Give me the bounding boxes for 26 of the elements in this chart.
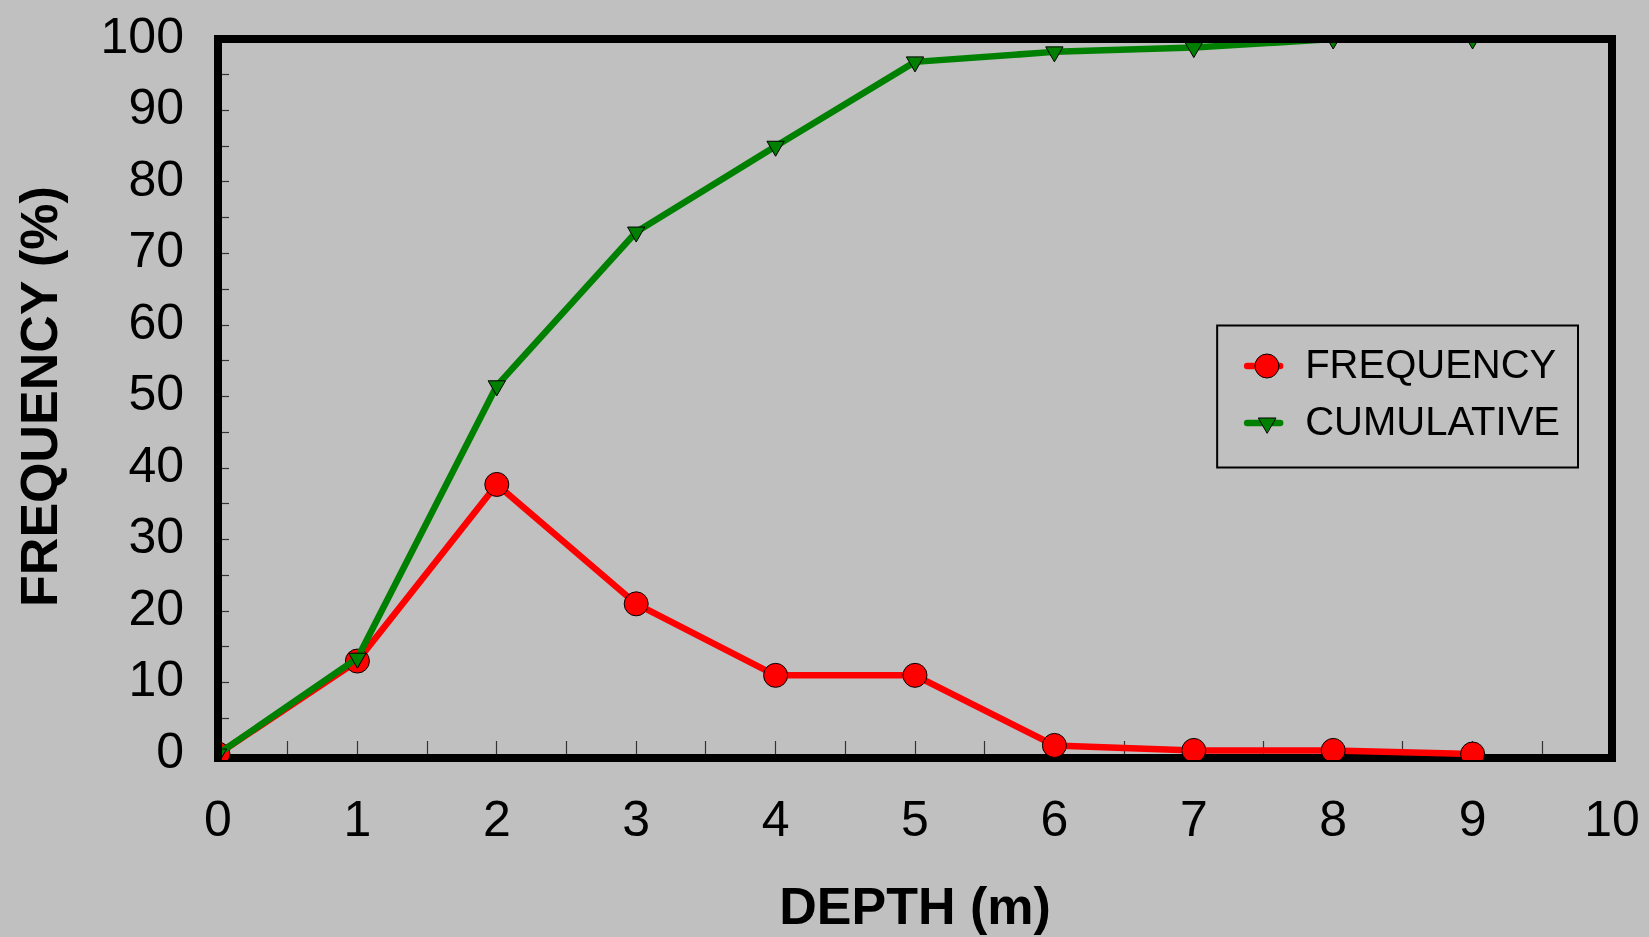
x-tick-label: 10 [1584, 790, 1640, 847]
y-tick-label: 40 [128, 436, 184, 493]
x-tick-label: 0 [204, 790, 232, 847]
x-tick-label: 4 [761, 790, 790, 847]
x-tick-label: 9 [1458, 790, 1487, 847]
y-tick-label: 0 [156, 722, 184, 779]
y-tick-label: 20 [128, 579, 184, 636]
y-tick-label: 80 [128, 150, 184, 207]
x-tick-label: 8 [1319, 790, 1348, 847]
y-tick-label: 30 [128, 508, 184, 565]
y-axis-title: FREQUENCY (%) [9, 186, 68, 607]
x-tick-label: 5 [901, 790, 929, 847]
x-tick-label: 3 [622, 790, 651, 847]
y-tick-label: 70 [128, 222, 184, 279]
y-tick-label: 60 [128, 293, 184, 350]
y-tick-label: 50 [128, 365, 184, 422]
y-tick-label: 90 [128, 79, 184, 136]
x-tick-label: 7 [1179, 790, 1208, 847]
x-axis-title: DEPTH (m) [779, 877, 1051, 936]
y-tick-label: 10 [128, 651, 184, 708]
x-tick-label: 1 [343, 790, 372, 847]
legend-label: CUMULATIVE [1305, 399, 1560, 444]
legend-label: FREQUENCY [1305, 342, 1557, 387]
x-tick-label: 2 [482, 790, 511, 847]
x-tick-label: 6 [1040, 790, 1069, 847]
y-tick-label: 100 [100, 7, 184, 64]
